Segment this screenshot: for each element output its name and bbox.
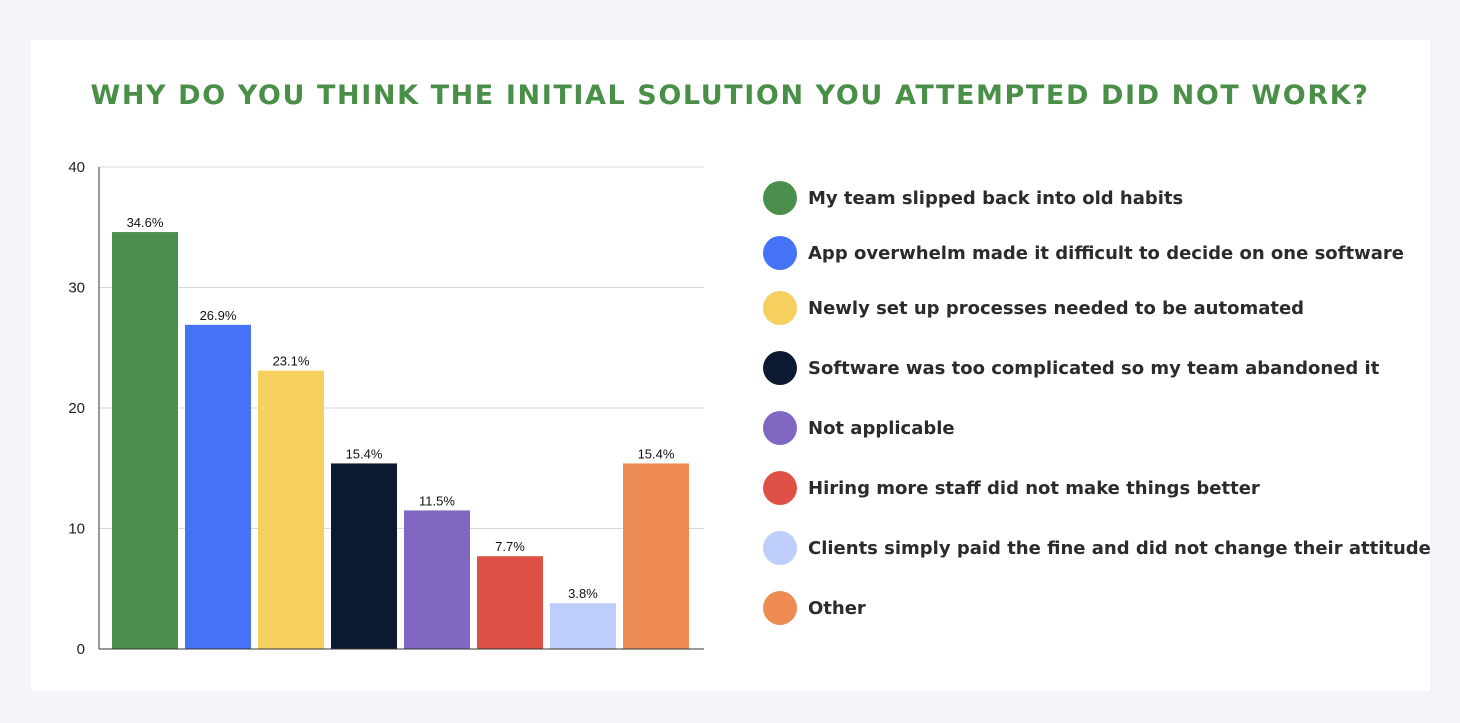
bar xyxy=(185,324,251,649)
legend-label: Clients simply paid the fine and did not… xyxy=(808,537,1431,559)
y-tick-label: 40 xyxy=(68,159,85,176)
legend-swatch xyxy=(763,531,797,565)
legend-swatch xyxy=(763,591,797,625)
data-label: 3.8% xyxy=(568,586,598,601)
y-tick-label: 20 xyxy=(68,400,85,417)
bar xyxy=(404,510,470,649)
legend-item: Not applicable xyxy=(763,410,955,446)
y-tick-label: 0 xyxy=(77,641,85,658)
y-tick-label: 30 xyxy=(68,280,85,297)
data-label: 15.4% xyxy=(638,446,675,461)
bar xyxy=(258,370,324,649)
legend-item: Other xyxy=(763,590,866,626)
legend-label: Hiring more staff did not make things be… xyxy=(808,477,1260,499)
legend-swatch xyxy=(763,351,797,385)
legend-label: Not applicable xyxy=(808,417,955,439)
legend-swatch xyxy=(763,236,797,270)
legend-label: My team slipped back into old habits xyxy=(808,187,1184,209)
legend-item: Newly set up processes needed to be auto… xyxy=(763,290,1304,326)
legend-item: Software was too complicated so my team … xyxy=(763,350,1379,386)
legend-item: My team slipped back into old habits xyxy=(763,180,1183,216)
bar xyxy=(623,463,689,649)
data-label: 26.9% xyxy=(200,308,237,323)
legend-item: Hiring more staff did not make things be… xyxy=(763,470,1260,506)
data-label: 34.6% xyxy=(127,215,164,230)
y-tick-label: 10 xyxy=(68,521,85,538)
data-label: 23.1% xyxy=(273,354,310,369)
data-label: 11.5% xyxy=(419,493,455,508)
legend-label: Software was too complicated so my team … xyxy=(808,357,1380,379)
bar xyxy=(112,232,178,649)
legend-item: App overwhelm made it difficult to decid… xyxy=(763,235,1404,271)
bar xyxy=(477,556,543,649)
legend-label: App overwhelm made it difficult to decid… xyxy=(808,242,1404,264)
legend-label: Newly set up processes needed to be auto… xyxy=(808,297,1305,319)
bar xyxy=(331,463,397,649)
legend-item: Clients simply paid the fine and did not… xyxy=(763,530,1431,566)
data-label: 15.4% xyxy=(346,446,383,461)
legend-swatch xyxy=(763,411,797,445)
legend-swatch xyxy=(763,291,797,325)
legend-swatch xyxy=(763,181,797,215)
legend-swatch xyxy=(763,471,797,505)
legend-label: Other xyxy=(808,597,866,619)
chart-title: WHY DO YOU THINK THE INITIAL SOLUTION YO… xyxy=(90,80,1370,111)
data-label: 7.7% xyxy=(495,539,525,554)
bar xyxy=(550,603,616,649)
